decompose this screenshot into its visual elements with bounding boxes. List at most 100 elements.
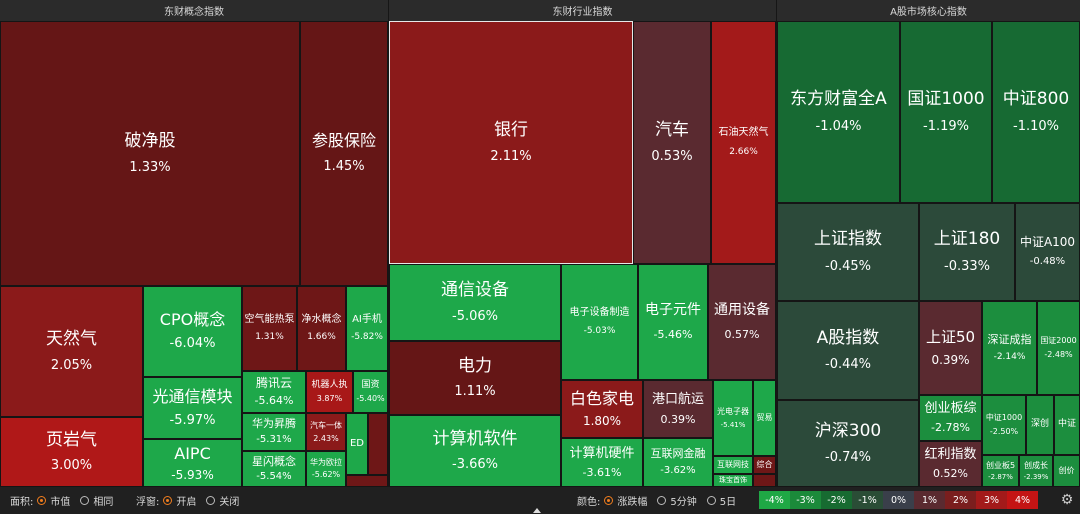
- tile-value: -2.39%: [1023, 472, 1049, 481]
- tile-industry[interactable]: 港口航运 0.39%: [643, 380, 713, 438]
- tile-core[interactable]: 中证800 -1.10%: [992, 21, 1080, 203]
- tile-industry[interactable]: 综合: [753, 456, 776, 474]
- tile-name: 上证50: [925, 328, 976, 347]
- gear-icon[interactable]: ⚙: [1060, 492, 1074, 508]
- tile-name: 计算机硬件: [569, 445, 635, 461]
- tile-industry[interactable]: 石油天然气 2.66%: [711, 21, 776, 264]
- tile-concept[interactable]: 空气能热泵 1.31%: [242, 286, 297, 371]
- radio-color-5min[interactable]: [657, 496, 667, 505]
- tile-concept[interactable]: [346, 475, 388, 487]
- tile-core[interactable]: 上证指数 -0.45%: [777, 203, 919, 301]
- radio-color-change[interactable]: [604, 496, 614, 505]
- tile-concept[interactable]: 华为欧拉 -5.62%: [306, 451, 346, 487]
- tile-value: -5.64%: [254, 394, 294, 408]
- caret-up-icon[interactable]: [533, 508, 541, 513]
- tile-name: 通用设备: [714, 302, 770, 319]
- legend-swatch: 3%: [976, 491, 1007, 509]
- tile-industry[interactable]: 计算机硬件 -3.61%: [561, 438, 643, 487]
- area-option-equal[interactable]: 相同: [93, 497, 114, 508]
- tile-core[interactable]: 创成长 -2.39%: [1019, 455, 1053, 487]
- tile-core[interactable]: 中证A100 -0.48%: [1015, 203, 1080, 301]
- tile-name: 参股保险: [311, 131, 376, 151]
- color-legend: -4% -3% -2% -1% 0% 1% 2% 3% 4%: [759, 491, 1038, 509]
- tile-name: 机器人执: [311, 379, 348, 390]
- tile-industry[interactable]: 互联网金融 -3.62%: [643, 438, 713, 487]
- tile-name: 上证指数: [814, 229, 882, 250]
- tile-concept[interactable]: 净水概念 1.66%: [297, 286, 346, 371]
- tile-industry[interactable]: 互联网技: [713, 456, 753, 474]
- tile-core[interactable]: 创价: [1053, 455, 1080, 487]
- tile-concept[interactable]: AIPC -5.93%: [143, 439, 242, 487]
- tile-name: 电子元件: [645, 302, 701, 319]
- tile-value: 1.45%: [323, 159, 365, 175]
- tile-concept[interactable]: [368, 413, 388, 475]
- color-option-5day[interactable]: 5日: [719, 497, 737, 508]
- tile-industry[interactable]: 通用设备 0.57%: [708, 264, 776, 380]
- radio-area-equal[interactable]: [80, 496, 90, 505]
- tile-concept[interactable]: 破净股 1.33%: [0, 21, 300, 286]
- tile-core[interactable]: 国证2000 -2.48%: [1037, 301, 1080, 395]
- tile-name: 互联网技: [717, 460, 749, 469]
- tile-value: 0.57%: [724, 327, 760, 341]
- tile-industry[interactable]: 通信设备 -5.06%: [389, 264, 561, 341]
- tile-industry[interactable]: 计算机软件 -3.66%: [389, 415, 561, 487]
- tile-value: 1.80%: [582, 414, 622, 428]
- radio-color-5day[interactable]: [706, 496, 716, 505]
- tile-value: 2.05%: [50, 358, 93, 373]
- area-option-marketcap[interactable]: 市值: [50, 497, 71, 508]
- legend-swatch: 0%: [883, 491, 914, 509]
- tile-name: 港口航运: [651, 391, 704, 407]
- tile-core[interactable]: 沪深300 -0.74%: [777, 400, 919, 487]
- float-option-on[interactable]: 开启: [176, 497, 197, 508]
- tile-name: 国资: [361, 379, 380, 390]
- tile-industry[interactable]: 珠宝首饰: [713, 474, 753, 487]
- tile-core[interactable]: 国证1000 -1.19%: [900, 21, 992, 203]
- radio-area-marketcap[interactable]: [37, 496, 47, 505]
- float-option-off[interactable]: 关闭: [219, 497, 240, 508]
- tile-industry[interactable]: 光电子器 -5.41%: [713, 380, 753, 456]
- tile-name: 国证2000: [1040, 336, 1077, 345]
- tile-core[interactable]: 上证50 0.39%: [919, 301, 982, 395]
- color-option-5min[interactable]: 5分钟: [670, 497, 697, 508]
- tile-industry[interactable]: [753, 474, 776, 487]
- tile-concept[interactable]: CPO概念 -6.04%: [143, 286, 242, 377]
- tile-core[interactable]: 东方财富全A -1.04%: [777, 21, 900, 203]
- tile-concept[interactable]: 星闪概念 -5.54%: [242, 451, 306, 487]
- tile-core[interactable]: 上证180 -0.33%: [919, 203, 1015, 301]
- tile-concept[interactable]: AI手机 -5.82%: [346, 286, 388, 371]
- radio-float-on[interactable]: [163, 496, 173, 505]
- tile-value: 0.39%: [660, 412, 696, 426]
- tile-value: -5.54%: [256, 470, 292, 482]
- tile-industry[interactable]: 贸易: [753, 380, 776, 456]
- tile-industry[interactable]: 电力 1.11%: [389, 341, 561, 415]
- tile-concept[interactable]: 参股保险 1.45%: [300, 21, 388, 286]
- tile-industry-selected[interactable]: 银行 2.11%: [389, 21, 633, 264]
- tile-core[interactable]: A股指数 -0.44%: [777, 301, 919, 400]
- color-option-change[interactable]: 涨跌幅: [617, 497, 648, 508]
- tile-concept[interactable]: 页岩气 3.00%: [0, 417, 143, 487]
- tile-industry[interactable]: 汽车 0.53%: [633, 21, 711, 264]
- tile-core[interactable]: 创业板5 -2.87%: [982, 455, 1019, 487]
- tile-core[interactable]: 中证: [1054, 395, 1080, 455]
- tile-concept[interactable]: 光通信模块 -5.97%: [143, 377, 242, 439]
- tile-concept[interactable]: 腾讯云 -5.64%: [242, 371, 306, 413]
- tile-concept[interactable]: 国资 -5.40%: [353, 371, 388, 413]
- tile-core[interactable]: 红利指数 0.52%: [919, 441, 982, 487]
- tile-concept[interactable]: 汽车一体 2.43%: [306, 413, 346, 451]
- tile-core[interactable]: 深创: [1026, 395, 1054, 455]
- tile-name: 创价: [1058, 466, 1075, 475]
- tile-core[interactable]: 深证成指 -2.14%: [982, 301, 1037, 395]
- tile-industry[interactable]: 电子元件 -5.46%: [638, 264, 708, 380]
- radio-float-off[interactable]: [206, 496, 216, 505]
- tile-concept[interactable]: 机器人执 3.87%: [306, 371, 353, 413]
- tile-concept[interactable]: 天然气 2.05%: [0, 286, 143, 417]
- tile-industry[interactable]: 电子设备制造 -5.03%: [561, 264, 638, 380]
- tile-concept[interactable]: ED: [346, 413, 368, 475]
- tile-core[interactable]: 创业板综 -2.78%: [919, 395, 982, 441]
- tile-value: -5.97%: [169, 412, 216, 428]
- area-label: 面积:: [10, 497, 34, 508]
- tile-industry[interactable]: 白色家电 1.80%: [561, 380, 643, 438]
- tile-concept[interactable]: 华为昇腾 -5.31%: [242, 413, 306, 451]
- tile-value: 1.33%: [129, 160, 171, 175]
- tile-core[interactable]: 中证1000 -2.50%: [982, 395, 1026, 455]
